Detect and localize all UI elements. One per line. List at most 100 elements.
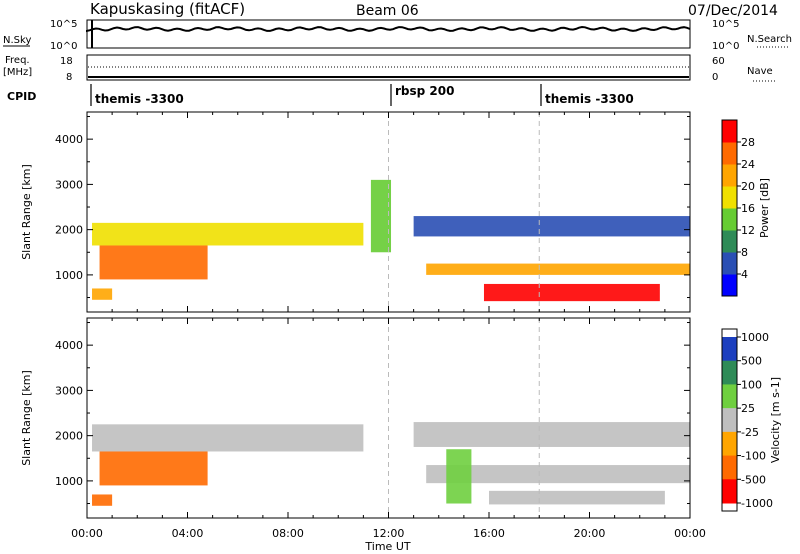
power-colorbar-tick-label-2: 20	[741, 180, 755, 193]
nsky-panel: N.Sky 10^5 10^0 10^5 10^0 N.Search	[3, 19, 792, 52]
velocity-frame	[86, 317, 691, 519]
nsearch-tick-high: 10^5	[712, 19, 739, 30]
velocity-colorbar-tick-label-3: 25	[741, 402, 755, 415]
velocity-ytick-label-0: 1000	[55, 475, 83, 488]
freq-unit-label: [MHz]	[3, 67, 32, 78]
power-band-2	[92, 288, 113, 300]
power-colorbar-swatch-3	[722, 208, 737, 231]
freq-panel: Freq. [MHz] 18 8 60 0 Nave	[3, 54, 775, 83]
power-band-0	[92, 222, 364, 246]
velocity-colorbar-swatches	[722, 337, 737, 504]
date-title: 07/Dec/2014	[688, 3, 778, 19]
power-colorbar-swatches	[722, 120, 737, 297]
x-tick-label-2: 08:00	[272, 527, 304, 540]
velocity-colorbar-swatch-6	[722, 479, 737, 504]
velocity-ytick-label-2: 3000	[55, 384, 83, 397]
power-colorbar: 28 24 20 16 12 8 4 Power [dB]	[721, 119, 771, 297]
power-colorbar-tick-label-4: 12	[741, 224, 755, 237]
velocity-colorbar-tick-label-5: -100	[741, 450, 766, 463]
cpid-segment-1: themis -3300	[95, 92, 184, 106]
power-ytick-label-1: 2000	[55, 224, 83, 237]
velocity-band-5	[489, 490, 665, 505]
velocity-colorbar-frame	[721, 328, 738, 512]
cpid-segment-3: themis -3300	[545, 92, 634, 106]
nsky-tick-high: 10^5	[50, 19, 77, 30]
velocity-band-4	[426, 465, 690, 484]
velocity-panel: 1000 2000 3000 4000 Slant Range [km]	[20, 317, 691, 519]
nsky-line	[86, 25, 691, 33]
power-ytick-label-0: 1000	[55, 269, 83, 282]
power-colorbar-swatch-6	[722, 142, 737, 165]
velocity-colorbar-swatch-3	[722, 408, 737, 433]
power-colorbar-swatch-4	[722, 186, 737, 209]
cpid-row: CPID themis -3300 rbsp 200 themis -3300	[7, 84, 634, 106]
velocity-colorbar-tick-label-6: -500	[741, 473, 766, 486]
nsky-label: N.Sky	[3, 35, 31, 46]
velocity-colorbar-swatch-0	[722, 337, 737, 362]
freq-tick-high: 18	[60, 56, 73, 67]
nave-tick-low: 0	[712, 72, 718, 83]
x-tick-label-3: 12:00	[373, 527, 405, 540]
freq-tick-low: 8	[66, 72, 72, 83]
velocity-colorbar: 1000 500 100 25 -25 -100 -500 -1000 Velocity [m…	[721, 328, 782, 512]
x-tick-label-4: 16:00	[473, 527, 505, 540]
velocity-band-2	[92, 494, 113, 506]
x-tick-label-1: 04:00	[172, 527, 204, 540]
power-data-layer	[92, 179, 690, 302]
power-ytick-label-2: 3000	[55, 178, 83, 191]
power-colorbar-swatch-1	[722, 252, 737, 275]
velocity-colorbar-tick-label-4: -25	[741, 426, 759, 439]
beam-title: Beam 06	[356, 3, 419, 19]
nsearch-tick-low: 10^0	[712, 41, 739, 52]
power-colorbar-swatch-7	[722, 120, 737, 143]
velocity-axes: 1000 2000 3000 4000	[55, 318, 691, 518]
velocity-band-1	[99, 451, 208, 486]
power-panel: 1000 2000 3000 4000 Slant Range [km]	[20, 111, 691, 313]
power-colorbar-swatch-5	[722, 164, 737, 187]
velocity-colorbar-swatch-1	[722, 360, 737, 385]
velocity-ytick-label-3: 4000	[55, 339, 83, 352]
freq-label: Freq.	[5, 55, 30, 66]
power-band-4	[413, 216, 690, 237]
velocity-band-3	[413, 422, 690, 447]
velocity-colorbar-tick-label-2: 100	[741, 378, 762, 391]
velocity-colorbar-swatch-4	[722, 431, 737, 457]
station-title: Kapuskasing (fitACF)	[90, 0, 245, 18]
power-colorbar-tick-label-1: 24	[741, 158, 755, 171]
x-tick-label-0: 00:00	[71, 527, 103, 540]
velocity-band-0	[92, 424, 364, 452]
power-frame	[86, 111, 691, 313]
nsky-trace	[86, 20, 691, 48]
power-band-6	[483, 283, 660, 302]
x-tick-label-6: 00:00	[674, 527, 706, 540]
nave-tick-high: 60	[712, 56, 725, 67]
power-band-1	[99, 245, 208, 280]
cpid-label: CPID	[7, 90, 36, 103]
power-axes: 1000 2000 3000 4000	[55, 112, 691, 312]
nave-label: Nave	[747, 66, 773, 77]
velocity-band-6	[446, 449, 472, 504]
power-colorbar-swatch-0	[722, 274, 737, 297]
x-axis-ticks: 00:00 04:00 08:00 12:00 16:00 20:00 00:00	[71, 527, 706, 540]
power-colorbar-swatch-2	[722, 230, 737, 253]
power-colorbar-ticks: 28 24 20 16 12 8 4	[737, 136, 755, 281]
power-colorbar-tick-label-3: 16	[741, 202, 755, 215]
cpid-segment-2: rbsp 200	[395, 84, 454, 98]
power-ytick-label-3: 4000	[55, 133, 83, 146]
velocity-ytick-label-1: 2000	[55, 430, 83, 443]
power-colorbar-tick-label-6: 4	[741, 268, 748, 281]
velocity-colorbar-label: Velocity [m s-1]	[769, 377, 782, 463]
velocity-colorbar-tick-label-1: 500	[741, 355, 762, 368]
nsky-tick-low: 10^0	[50, 41, 77, 52]
velocity-colorbar-swatch-2	[722, 384, 737, 409]
velocity-ylabel: Slant Range [km]	[20, 370, 33, 466]
power-ylabel: Slant Range [km]	[20, 164, 33, 260]
power-colorbar-tick-label-0: 28	[741, 136, 755, 149]
x-axis-title: Time UT	[364, 540, 410, 553]
power-band-5	[426, 263, 690, 275]
velocity-colorbar-tick-label-7: -1000	[741, 497, 773, 510]
velocity-data-layer	[92, 422, 690, 506]
velocity-colorbar-tick-label-0: 1000	[741, 331, 769, 344]
power-colorbar-label: Power [dB]	[758, 178, 771, 238]
